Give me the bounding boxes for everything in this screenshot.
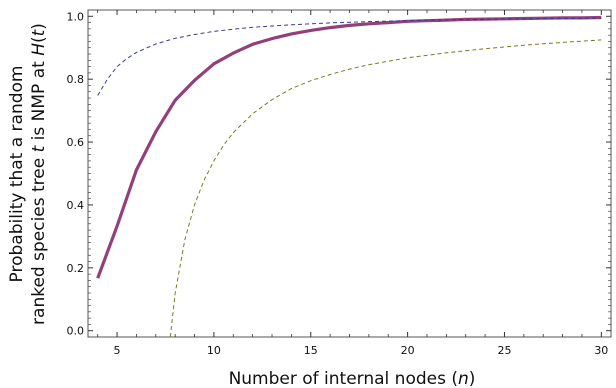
x-tick-label: 20 xyxy=(401,344,415,357)
x-axis-label-part: ) xyxy=(469,369,476,388)
plot-area xyxy=(87,9,612,338)
y-axis-label-part: ) xyxy=(29,23,49,30)
x-tick-label: 5 xyxy=(114,344,121,357)
y-axis-label-line-1-text: Probability that a random xyxy=(7,66,27,283)
y-axis-label-part: t xyxy=(29,28,49,36)
y-axis-label-part: ( xyxy=(29,36,49,43)
x-tick-label: 10 xyxy=(207,344,221,357)
y-axis-label-part: ranked species tree xyxy=(29,152,49,325)
x-tick-label: 15 xyxy=(304,344,318,357)
series-line-1 xyxy=(96,15,602,279)
y-tick-label: 0.8 xyxy=(67,73,85,86)
y-axis-label-part: H xyxy=(29,43,49,56)
x-axis-label-part: n xyxy=(458,369,469,388)
series-layer xyxy=(96,15,602,338)
y-tick-label: 0.6 xyxy=(67,136,85,149)
x-tick-label: 25 xyxy=(497,344,511,357)
series-line-2 xyxy=(97,17,602,96)
x-axis-label: Number of internal nodes (n) xyxy=(229,369,476,388)
y-axis-label-line-1: Probability that a random xyxy=(7,66,27,283)
x-tick-label: 30 xyxy=(594,344,608,357)
series-line-3 xyxy=(169,39,602,338)
y-axis-label-part: t xyxy=(29,144,49,152)
axes-layer: 5 10 15 20 25 30 0.0 0.2 0.4 0.6 0.8 1.0 xyxy=(67,10,611,357)
y-tick-label: 0.4 xyxy=(67,199,85,212)
y-tick-label: 0.0 xyxy=(67,325,85,338)
y-axis-label-part: is NMP at xyxy=(29,56,49,146)
y-tick-label: 1.0 xyxy=(67,10,85,23)
x-axis-label-part: Number of internal nodes ( xyxy=(229,369,458,388)
y-axis-label-line-2: ranked species tree t is NMP at H(t) xyxy=(29,23,49,325)
plot-frame xyxy=(87,9,612,338)
y-tick-label: 0.2 xyxy=(67,262,85,275)
